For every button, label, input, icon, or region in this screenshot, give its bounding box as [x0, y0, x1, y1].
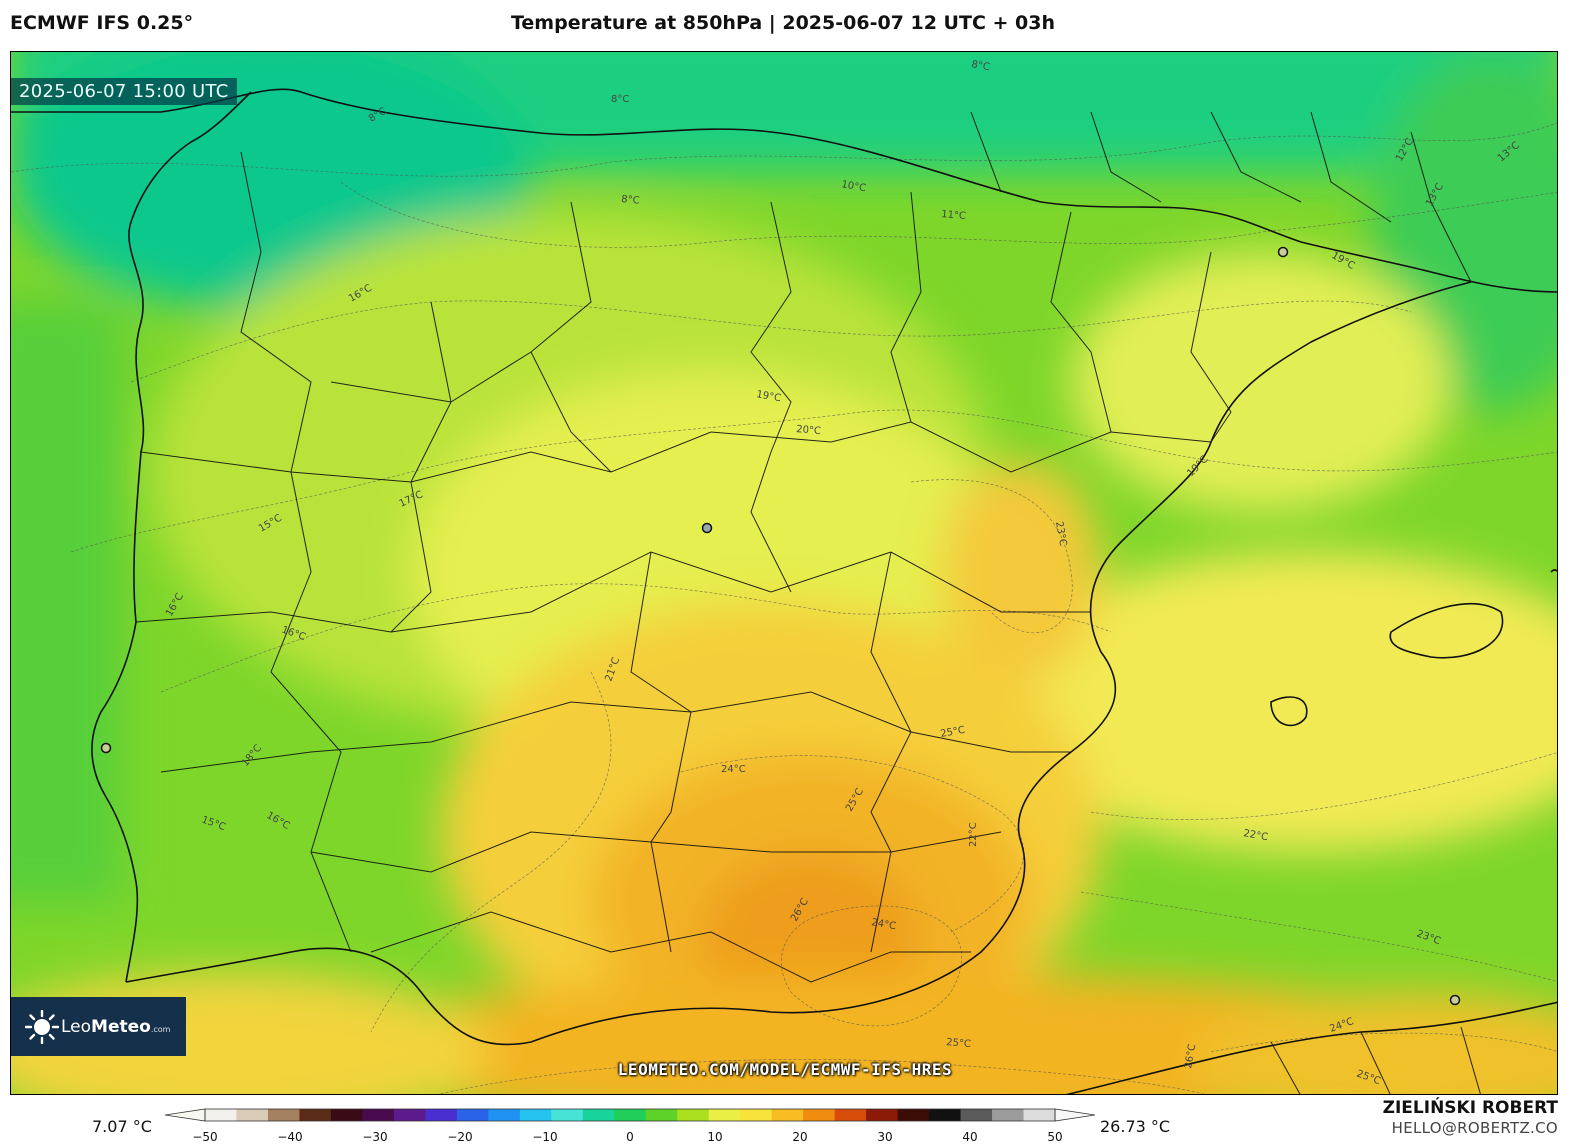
isotherm-lines	[11, 122, 1557, 1094]
colorbar-segment	[582, 1109, 615, 1121]
colorbar-segment	[456, 1109, 489, 1121]
leometeo-logo: LeoMeteo.com	[11, 997, 186, 1056]
contour-label: 8°C	[621, 194, 640, 207]
sun-icon	[25, 1009, 59, 1044]
colorbar-tick-label: −30	[362, 1130, 388, 1144]
valid-time-badge: 2025-06-07 15:00 UTC	[11, 78, 237, 105]
contour-label: 20°C	[796, 424, 822, 437]
contour-label: 8°C	[970, 59, 990, 73]
city-marker	[100, 742, 112, 754]
map-canvas: 8°C8°C8°C8°C10°C11°C12°C 13°C13°C16°C17°C…	[11, 52, 1557, 1094]
colorbar-segment	[834, 1109, 867, 1121]
colorbar-segment	[771, 1109, 804, 1121]
city-markers	[100, 246, 1461, 1006]
logo-text: LeoMeteo.com	[61, 1016, 171, 1037]
colorbar-segment	[330, 1109, 363, 1121]
contour-label: 25°C	[940, 725, 966, 740]
contour-label: 24°C	[721, 764, 746, 775]
author-credit: ZIELIŃSKI ROBERT	[1382, 1098, 1558, 1118]
colorbar-segment	[1023, 1109, 1056, 1121]
colorbar-segment	[803, 1109, 836, 1121]
source-url: LEOMETEO.COM/MODEL/ECMWF-IFS-HRES	[617, 1060, 953, 1079]
colorbar-segment	[708, 1109, 741, 1121]
colorbar	[165, 1108, 1095, 1122]
colorbar-tick-label: 30	[877, 1130, 893, 1144]
colorbar-tick-label: 50	[1047, 1130, 1063, 1144]
city-marker	[1449, 994, 1461, 1006]
colorbar-segment	[205, 1109, 237, 1121]
colorbar-segment	[992, 1109, 1025, 1121]
colorbar-segment	[488, 1109, 521, 1121]
colorbar-segment	[740, 1109, 773, 1121]
colorbar-segment	[299, 1109, 332, 1121]
colorbar-tick-label: 10	[707, 1130, 723, 1144]
author-email: HELLO@ROBERTZ.CO	[1391, 1119, 1558, 1137]
contour-label: 19°C	[755, 389, 781, 404]
model-name: ECMWF IFS 0.25°	[10, 12, 194, 34]
region-borders	[135, 111, 1481, 1094]
contour-label: 10°C	[840, 179, 866, 194]
colorbar-segment	[519, 1109, 552, 1121]
colorbar-segment	[393, 1109, 426, 1121]
colorbar-min-label: 7.07 °C	[92, 1117, 152, 1136]
colorbar-segment	[614, 1109, 647, 1121]
colorbar-tick-label: 0	[626, 1130, 634, 1144]
colorbar-segment	[897, 1109, 930, 1121]
colorbar-segment	[236, 1109, 269, 1121]
colorbar-tick-label: −20	[447, 1130, 473, 1144]
colorbar-segment	[267, 1109, 300, 1121]
colorbar-segment	[425, 1109, 458, 1121]
map-title: Temperature at 850hPa | 2025-06-07 12 UT…	[510, 12, 1056, 34]
colorbar-segment	[677, 1109, 710, 1121]
city-marker	[701, 522, 713, 534]
colorbar-segment	[929, 1109, 962, 1121]
contour-label: 22°C	[968, 822, 979, 847]
contour-label: 22°C	[1242, 828, 1268, 843]
colorbar-tick-label: −10	[532, 1130, 558, 1144]
contour-label: 23°C	[1053, 521, 1068, 547]
colorbar-segment	[866, 1109, 899, 1121]
colorbar-segment	[362, 1109, 395, 1121]
contour-label: 8°C	[611, 94, 629, 105]
contour-label: 26°C	[1183, 1043, 1198, 1069]
contour-label: 11°C	[941, 209, 967, 222]
contour-label: 24°C	[870, 917, 896, 932]
colorbar-tick-label: 20	[792, 1130, 808, 1144]
colorbar-segment	[551, 1109, 584, 1121]
colorbar-tick-label: 40	[962, 1130, 978, 1144]
city-marker	[1277, 246, 1289, 258]
colorbar-tick-label: −50	[192, 1130, 218, 1144]
colorbar-max-label: 26.73 °C	[1100, 1117, 1171, 1136]
colorbar-tick-label: −40	[277, 1130, 303, 1144]
temperature-map: 8°C 8°C 8°C 8°C 10°C 11°C 12°C 13°C 13°C 16°C 17°C…	[10, 51, 1558, 1095]
colorbar-segment	[960, 1109, 993, 1121]
contour-label: 25°C	[946, 1037, 972, 1050]
colorbar-segment	[645, 1109, 678, 1121]
